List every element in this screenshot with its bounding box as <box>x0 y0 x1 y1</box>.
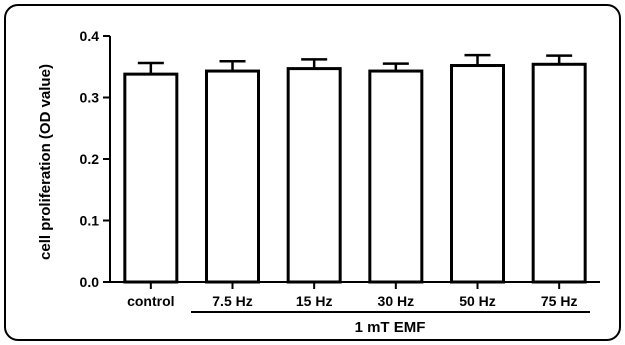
y-tick-label: 0.3 <box>80 90 100 106</box>
bar <box>205 69 260 284</box>
bar <box>368 69 424 284</box>
y-tick-label: 0.4 <box>80 28 100 44</box>
x-tick-label: control <box>127 293 174 309</box>
y-tick-label: 0.2 <box>80 151 100 167</box>
bar <box>123 72 179 284</box>
x-axis: control 7.5 Hz 15 Hz 30 Hz 50 Hz 75 Hz <box>110 281 600 309</box>
x-tick-label: 30 Hz <box>378 293 415 309</box>
group-label: 1 mT EMF <box>355 319 426 336</box>
x-tick-label: 7.5 Hz <box>212 293 252 309</box>
y-tick-label: 0.0 <box>80 274 100 290</box>
x-tick-label: 15 Hz <box>296 293 333 309</box>
bar <box>450 64 505 284</box>
bars <box>123 53 587 284</box>
bar <box>531 62 587 284</box>
bar <box>286 67 342 284</box>
x-tick-label: 50 Hz <box>459 293 496 309</box>
y-tick-label: 0.1 <box>80 213 100 229</box>
y-axis: 0.0 0.1 0.2 0.3 0.4 <box>80 28 111 290</box>
x-tick-label: 75 Hz <box>541 293 578 309</box>
y-axis-label: cell proliferation (OD value) <box>37 64 54 260</box>
